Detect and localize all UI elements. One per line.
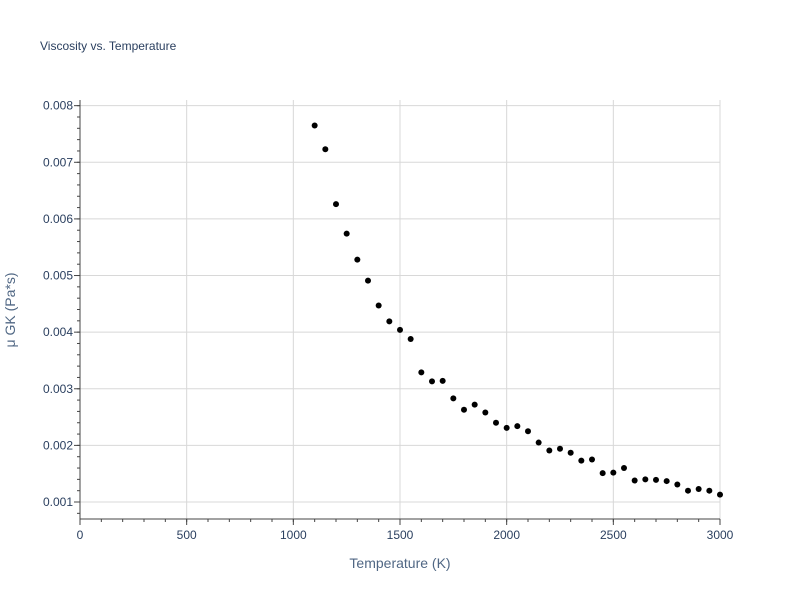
data-point [674, 481, 681, 488]
data-point [503, 424, 510, 431]
data-point [685, 487, 691, 494]
data-point [407, 335, 414, 342]
data-point [717, 491, 723, 498]
data-point [525, 428, 531, 435]
data-points [311, 122, 723, 498]
x-tick-label: 3000 [707, 528, 734, 542]
data-point [663, 478, 670, 485]
data-point [578, 457, 585, 464]
x-tick-label: 1000 [280, 528, 307, 542]
data-point [493, 419, 499, 426]
data-point [386, 318, 393, 325]
data-point [589, 456, 595, 463]
y-tick-label: 0.006 [43, 212, 73, 226]
x-tick-label: 0 [77, 528, 84, 542]
data-point [365, 277, 371, 284]
data-point [397, 326, 403, 333]
y-axis-title: μ GK (Pa*s) [2, 273, 18, 348]
data-point [706, 487, 713, 494]
data-point [482, 409, 489, 416]
data-point [322, 146, 329, 153]
x-tick-label: 2000 [493, 528, 520, 542]
tick-labels: 0 500 1000 1500 2000 2500 3000 0.001 0.002 0.003 0… [43, 99, 734, 542]
data-point [599, 470, 606, 477]
y-tick-label: 0.007 [43, 155, 73, 169]
data-point [610, 469, 617, 476]
data-point [439, 377, 446, 384]
data-point [535, 439, 542, 446]
chart-title: Viscosity vs. Temperature [40, 39, 177, 53]
data-point [418, 369, 425, 376]
data-point [450, 395, 457, 402]
data-point [354, 256, 361, 263]
y-tick-label: 0.001 [43, 495, 73, 509]
data-point [631, 477, 638, 484]
data-point [514, 423, 521, 430]
data-point [429, 378, 435, 385]
data-point [461, 406, 467, 413]
y-tick-label: 0.005 [43, 269, 73, 283]
x-tick-label: 500 [177, 528, 197, 542]
data-point [546, 447, 553, 454]
y-tick-label: 0.002 [43, 438, 73, 452]
grid-layer [80, 100, 721, 519]
x-tick-label: 1500 [387, 528, 414, 542]
data-point [333, 201, 339, 208]
data-point [621, 465, 627, 472]
y-tick-label: 0.008 [43, 99, 73, 113]
data-point [471, 401, 478, 408]
data-point [642, 476, 649, 483]
data-point [311, 122, 318, 129]
data-point [567, 449, 574, 456]
data-point [557, 445, 563, 452]
data-point [375, 302, 382, 309]
y-tick-label: 0.004 [43, 325, 73, 339]
axes-layer [74, 100, 721, 525]
x-tick-label: 2500 [600, 528, 627, 542]
data-point [653, 476, 659, 483]
data-point [695, 485, 702, 492]
y-tick-label: 0.003 [43, 382, 73, 396]
data-point [343, 230, 350, 237]
x-axis-title: Temperature (K) [349, 555, 450, 571]
